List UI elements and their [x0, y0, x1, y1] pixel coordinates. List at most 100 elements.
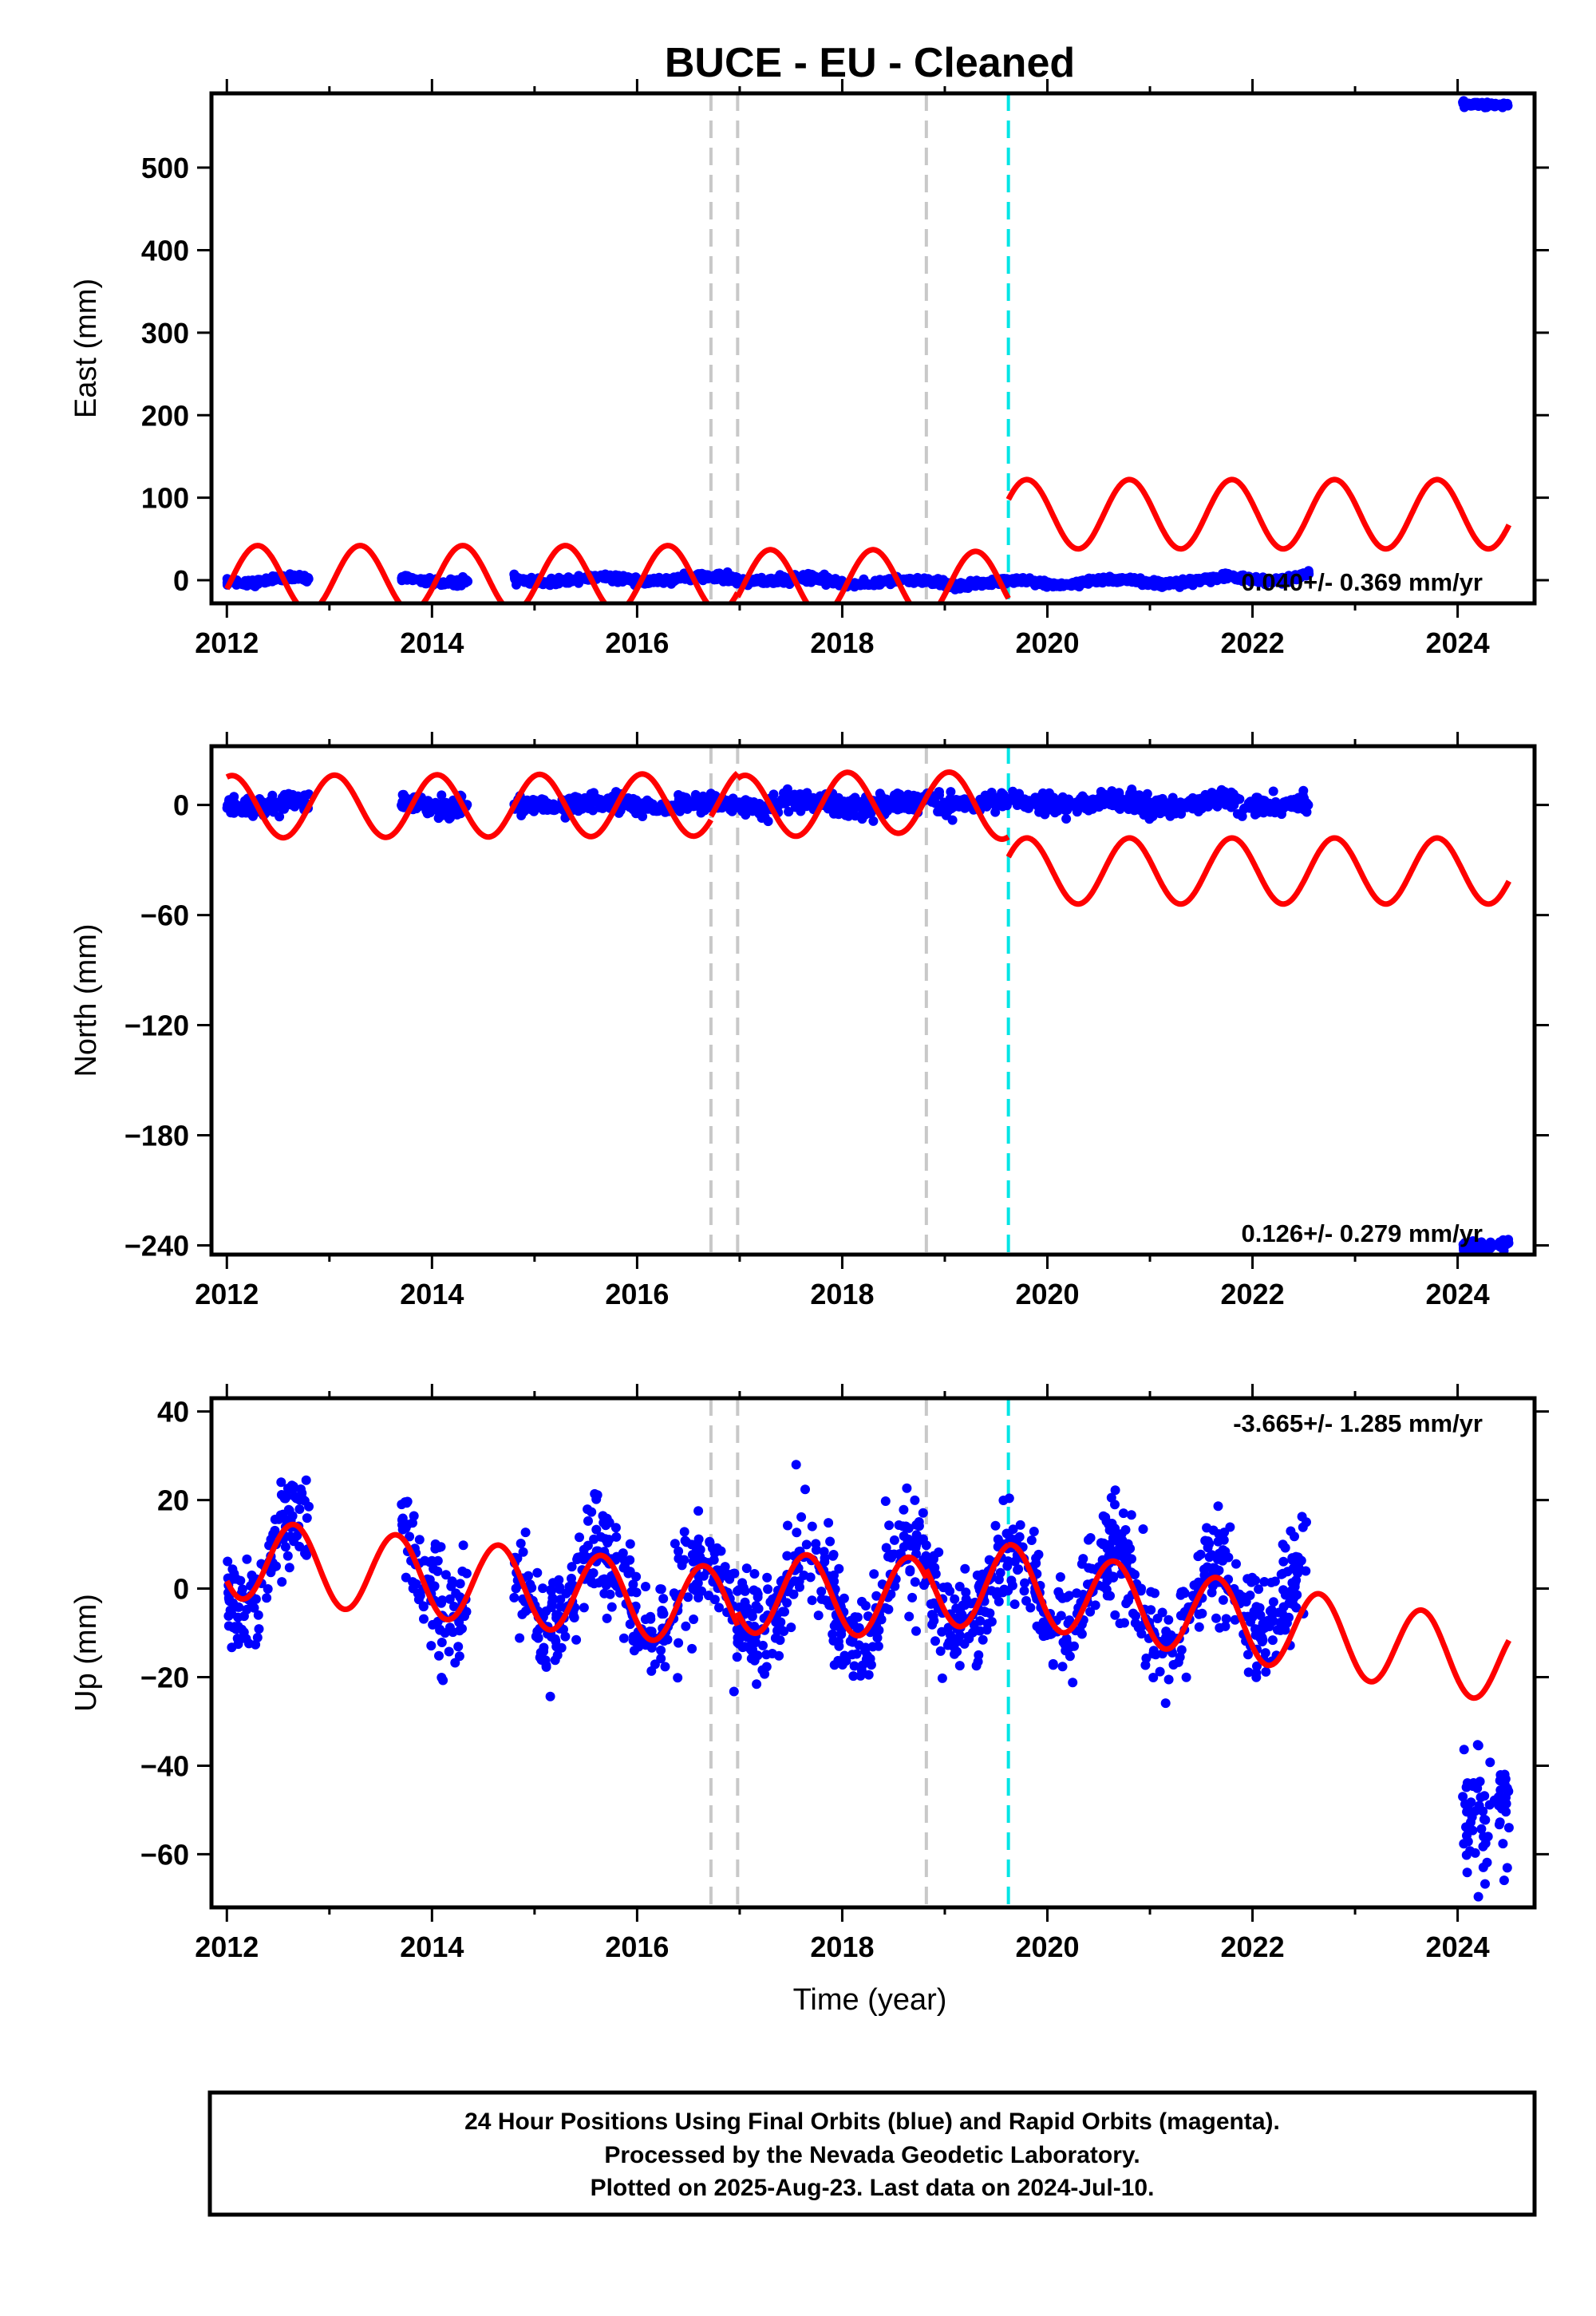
up-data-point — [1458, 1792, 1468, 1802]
up-data-point — [1146, 1605, 1156, 1615]
up-data-point — [280, 1542, 290, 1552]
up-data-point — [824, 1518, 834, 1528]
up-data-point — [583, 1504, 593, 1515]
north-data-point — [274, 801, 283, 812]
up-data-point — [813, 1611, 824, 1621]
up-data-point — [1480, 1879, 1490, 1889]
north-data-point — [1020, 802, 1030, 812]
up-y-tick-label: 0 — [173, 1573, 189, 1606]
east-data-point — [951, 582, 962, 592]
up-data-point — [237, 1624, 247, 1634]
up-data-point — [516, 1539, 526, 1548]
north-data-point — [294, 793, 304, 803]
up-data-point — [1115, 1618, 1125, 1629]
east-data-point — [1044, 577, 1053, 587]
east-data-point — [966, 580, 976, 591]
up-data-point — [660, 1662, 670, 1672]
up-data-point — [1218, 1595, 1228, 1605]
up-data-point — [1460, 1799, 1470, 1809]
up-data-point — [1100, 1582, 1110, 1592]
north-y-tick-label: 0 — [173, 789, 189, 822]
up-data-point — [282, 1492, 292, 1502]
north-data-point — [1005, 793, 1015, 804]
east-x-tick-label: 2022 — [1221, 626, 1285, 659]
up-data-point — [1225, 1522, 1235, 1532]
up-data-point — [656, 1645, 666, 1655]
up-data-point — [732, 1624, 742, 1634]
north-data-point — [1198, 796, 1208, 806]
north-data-point — [828, 802, 838, 812]
up-data-point — [1257, 1622, 1267, 1632]
east-x-tick-label: 2020 — [1015, 626, 1079, 659]
east-panel: 2012 2014 2016 2018 2020 2022 2024 0 100 200 300 40… — [69, 79, 1549, 659]
up-x-tick-label: 2024 — [1426, 1931, 1490, 1963]
up-data-point — [1290, 1531, 1299, 1542]
north-data-point — [599, 801, 610, 812]
up-data-point — [1064, 1591, 1074, 1601]
north-y-tick-label: −180 — [124, 1120, 189, 1152]
up-data-point — [284, 1563, 294, 1573]
north-x-tick-label: 2024 — [1426, 1278, 1490, 1310]
up-data-point — [1214, 1565, 1224, 1575]
east-y-tick-label: 200 — [141, 399, 189, 432]
up-data-point — [298, 1494, 308, 1504]
up-data-point — [401, 1572, 411, 1583]
footer-box: 24 Hour Positions Using Final Orbits (bl… — [207, 2090, 1537, 2217]
north-data-point — [233, 800, 243, 811]
up-data-point — [899, 1531, 909, 1541]
north-data-point — [1274, 804, 1283, 814]
up-data-point — [1203, 1536, 1213, 1547]
up-data-point — [254, 1624, 264, 1634]
up-data-point — [224, 1594, 234, 1604]
up-data-point — [641, 1582, 650, 1591]
up-data-point — [418, 1601, 429, 1611]
north-data-point — [1469, 1240, 1479, 1251]
north-data-point — [638, 801, 648, 812]
up-data-point — [1068, 1678, 1078, 1688]
up-data-point — [911, 1626, 921, 1636]
north-rate-label: 0.126+/- 0.279 mm/yr — [1242, 1219, 1483, 1247]
up-data-point — [1221, 1614, 1231, 1624]
east-data-point — [1137, 580, 1148, 591]
up-data-point — [763, 1584, 773, 1595]
north-data-point — [946, 787, 956, 797]
up-data-point — [301, 1475, 311, 1485]
up-data-point — [687, 1643, 697, 1654]
up-data-point — [546, 1586, 556, 1596]
east-data-point — [1218, 570, 1228, 580]
up-data-point — [1056, 1611, 1066, 1621]
east-y-tick-label: 500 — [141, 152, 189, 184]
up-data-point — [1163, 1614, 1174, 1625]
up-data-point — [1476, 1824, 1487, 1834]
up-data-point — [581, 1551, 591, 1562]
north-data-point — [590, 796, 600, 807]
up-data-point — [606, 1602, 617, 1612]
up-data-point — [930, 1569, 941, 1579]
north-data-point — [1232, 808, 1242, 819]
up-frame — [209, 1396, 1537, 1910]
up-data-point — [1065, 1615, 1075, 1626]
north-data-point — [1268, 786, 1278, 796]
up-data-point — [1280, 1543, 1290, 1553]
north-data-point — [1298, 793, 1308, 804]
up-data-point — [619, 1555, 630, 1566]
up-data-point — [1494, 1820, 1504, 1830]
up-data-point — [1015, 1520, 1025, 1530]
up-data-point — [800, 1484, 810, 1495]
up-data-point — [775, 1635, 785, 1646]
up-data-point — [568, 1611, 579, 1622]
up-data-point — [693, 1578, 703, 1588]
up-data-point — [268, 1529, 279, 1539]
up-data-point — [930, 1636, 940, 1646]
up-data-point — [1290, 1582, 1300, 1592]
up-data-point — [554, 1643, 564, 1654]
up-data-point — [845, 1615, 855, 1626]
north-data-point — [275, 812, 285, 822]
up-data-point — [1098, 1539, 1108, 1550]
up-data-point — [1105, 1591, 1115, 1601]
up-data-point — [732, 1652, 742, 1662]
up-data-point — [1006, 1575, 1017, 1586]
up-data-point — [990, 1520, 1001, 1531]
east-data-point — [1152, 579, 1162, 589]
east-data-point — [871, 578, 880, 588]
